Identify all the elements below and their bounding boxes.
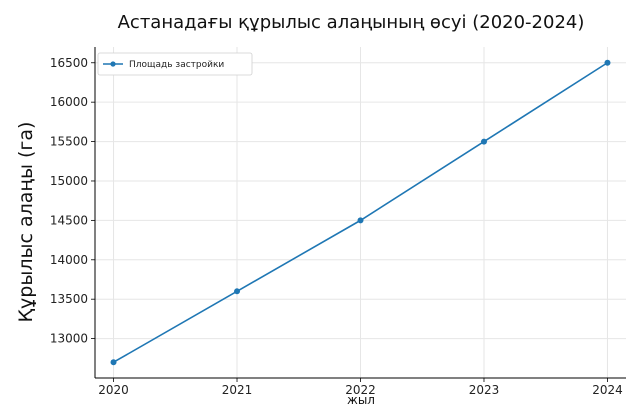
x-tick-label: 2023: [469, 383, 500, 397]
data-point: [480, 138, 487, 145]
y-tick-label: 15500: [50, 135, 88, 149]
y-tick-label: 13500: [50, 292, 88, 306]
y-axis-label: Құрылыс алаңы (га): [15, 122, 37, 323]
legend-label: Площадь застройки: [129, 60, 224, 70]
chart-title: Астанадағы құрылыс алаңының өсуі (2020-2…: [118, 12, 585, 33]
legend-box: [97, 52, 253, 76]
x-tick-label: 2024: [592, 383, 623, 397]
y-tick-label: 13000: [50, 332, 88, 346]
y-tick-label: 16500: [50, 56, 88, 70]
legend-point-marker: [110, 61, 116, 67]
y-tick-label: 15000: [50, 174, 88, 188]
grid: [95, 47, 626, 378]
axes: [91, 47, 626, 382]
x-tick-label: 2022: [345, 383, 376, 397]
x-axis-label: жыл: [347, 393, 375, 407]
x-tick-label: 2021: [222, 383, 253, 397]
y-tick-label: 16000: [50, 95, 88, 109]
legend: Площадь застройки: [97, 52, 253, 76]
y-tick-label: 14000: [50, 253, 88, 267]
data-point: [604, 59, 611, 66]
data-point: [234, 288, 241, 295]
x-tick-label: 2020: [98, 383, 129, 397]
data-point: [357, 217, 364, 224]
data-point: [110, 359, 117, 366]
series-layer: [110, 59, 611, 366]
y-tick-label: 14500: [50, 213, 88, 227]
tick-labels: 13000 13500 14000 14500 15000 15500 16000 16500…: [50, 56, 623, 397]
